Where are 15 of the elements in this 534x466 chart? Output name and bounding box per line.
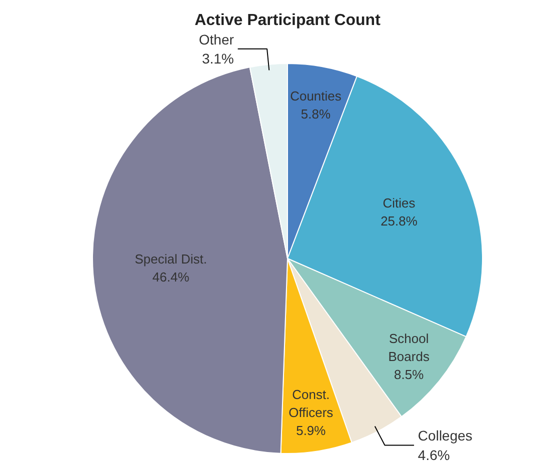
chart-title: Active Participant Count	[194, 12, 382, 29]
data-label: 4.6%	[418, 446, 450, 463]
slice-label: Special Dist.	[134, 251, 207, 266]
slice-label: Colleges	[418, 428, 472, 444]
data-label: 5.9%	[296, 423, 326, 438]
data-label: 25.8%	[380, 213, 418, 228]
data-label: 46.4%	[152, 269, 190, 284]
data-label: 5.8%	[300, 106, 331, 122]
slice-label: School Boards	[388, 331, 430, 364]
data-label: 3.1%	[202, 50, 234, 66]
slice-label: Const. Officers	[288, 387, 334, 420]
slice-label: Cities	[382, 195, 416, 210]
data-label: 8.5%	[394, 367, 424, 382]
slice-label: Counties	[290, 88, 342, 104]
slice-label: Other	[198, 31, 234, 48]
